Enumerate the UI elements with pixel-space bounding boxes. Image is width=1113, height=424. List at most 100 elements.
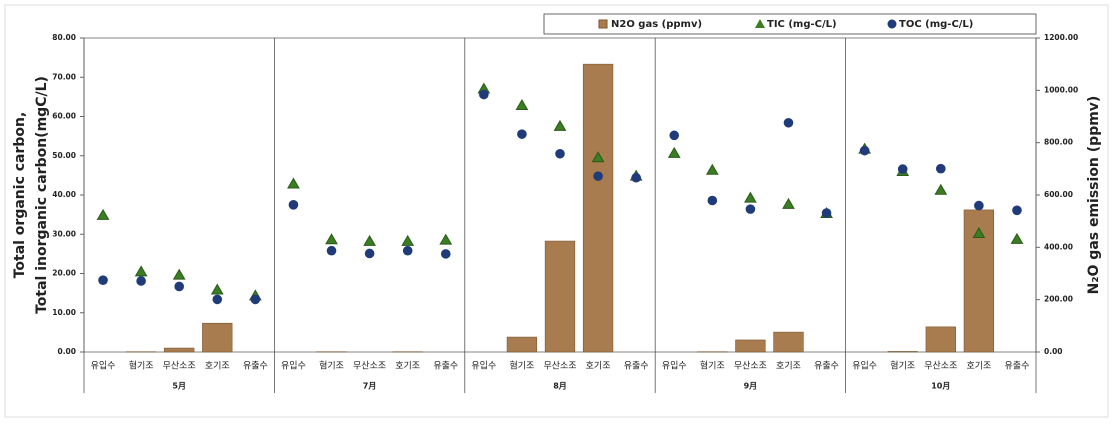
x-tick-label: 무산소조 <box>353 361 386 372</box>
y-axis-title: Total organic carbon, <box>12 112 28 279</box>
x-tick-label: 무산소조 <box>924 361 957 372</box>
triangle-marker <box>210 283 224 295</box>
y-tick-label: 70.00 <box>52 72 76 81</box>
circle-marker <box>98 275 108 285</box>
triangle-marker <box>1010 232 1024 244</box>
legend-label: TIC (mg-C/L) <box>767 19 837 30</box>
triangle-marker <box>553 119 567 131</box>
legend-swatch <box>598 19 608 29</box>
x-tick-label: 혐기조 <box>890 361 915 372</box>
x-tick-label: 호기조 <box>586 361 611 372</box>
legend-label: N2O gas (ppmv) <box>611 19 702 30</box>
y2-tick-label: 200.00 <box>1044 295 1073 304</box>
circle-marker <box>669 130 680 141</box>
x-tick-label: 혐기조 <box>700 361 725 372</box>
group-label: 9月 <box>744 382 758 391</box>
triangle-marker <box>325 233 338 245</box>
x-tick-label: 무산소조 <box>163 361 196 372</box>
circle-marker <box>440 249 451 259</box>
y2-axis-title: N₂O gas emission (ppmv) <box>1086 96 1102 295</box>
y2-tick-label: 600.00 <box>1044 190 1073 199</box>
y-tick-label: 20.00 <box>52 269 76 278</box>
triangle-marker <box>287 177 300 189</box>
legend <box>543 13 1037 35</box>
circle-marker <box>707 195 718 206</box>
x-tick-label: 호기조 <box>205 361 230 372</box>
y-axis-title: Total inorganic carbon(mgC/L) <box>34 76 50 314</box>
x-tick-label: 유입수 <box>852 360 877 372</box>
circle-marker <box>402 245 413 256</box>
frame <box>4 4 1109 418</box>
circle-marker <box>517 129 527 139</box>
triangle-marker <box>972 226 986 238</box>
y-tick-label: 80.00 <box>52 33 76 42</box>
y-tick-label: 30.00 <box>52 229 76 238</box>
circle-marker <box>174 281 184 292</box>
legend-swatch <box>887 19 897 29</box>
circle-marker <box>821 208 832 218</box>
circle-marker <box>859 145 870 156</box>
group-label: 8月 <box>553 382 567 391</box>
triangle-marker <box>705 163 719 175</box>
triangle-marker <box>363 234 376 246</box>
group-label: 7月 <box>363 382 377 391</box>
y2-tick-label: 1000.00 <box>1044 85 1078 94</box>
triangle-marker <box>439 233 453 245</box>
circle-marker <box>136 276 146 286</box>
triangle-marker <box>744 191 757 203</box>
legend-swatch <box>755 19 765 28</box>
triangle-marker <box>934 183 948 195</box>
y-tick-label: 0.00 <box>57 347 76 356</box>
y-tick-label: 50.00 <box>52 151 76 160</box>
x-tick-label: 유출수 <box>624 361 649 372</box>
x-tick-label: 유출수 <box>814 361 839 372</box>
circle-marker <box>250 294 261 305</box>
circle-marker <box>555 148 565 159</box>
circle-marker <box>479 89 489 100</box>
y2-tick-label: 400.00 <box>1044 242 1073 251</box>
x-tick-label: 혐기조 <box>509 361 534 372</box>
triangle-marker <box>591 151 605 163</box>
x-tick-label: 호기조 <box>776 361 801 372</box>
x-tick-label: 혐기조 <box>129 361 154 372</box>
circle-marker <box>783 117 794 128</box>
bar <box>735 339 766 353</box>
circle-marker <box>593 171 603 181</box>
group-label: 5月 <box>172 382 186 391</box>
triangle-marker <box>134 265 148 277</box>
y-tick-label: 40.00 <box>52 190 76 199</box>
circle-marker <box>212 294 223 305</box>
circle-marker <box>631 172 641 183</box>
triangle-marker <box>515 99 529 111</box>
x-tick-label: 무산소조 <box>734 361 767 372</box>
triangle-marker <box>667 146 681 158</box>
x-tick-label: 호기조 <box>395 361 420 372</box>
circle-marker <box>897 164 908 174</box>
x-tick-label: 유입수 <box>471 360 496 372</box>
triangle-marker <box>401 234 415 246</box>
x-tick-label: 유입수 <box>281 360 306 372</box>
triangle-marker <box>96 208 110 220</box>
x-tick-label: 무산소조 <box>543 361 576 372</box>
group-label: 10月 <box>931 382 950 391</box>
bar <box>164 347 195 353</box>
circle-marker <box>936 163 946 174</box>
bar <box>925 326 956 353</box>
bar <box>506 336 538 353</box>
bar <box>887 351 918 353</box>
circle-marker <box>326 245 337 256</box>
legend-label: TOC (mg-C/L) <box>899 19 973 30</box>
circle-marker <box>288 200 299 210</box>
circle-marker <box>745 204 756 214</box>
y2-tick-label: 800.00 <box>1044 138 1073 147</box>
bar <box>202 322 233 353</box>
circle-marker <box>1012 205 1022 216</box>
circle-marker <box>974 200 984 211</box>
circle-marker <box>364 248 375 259</box>
bar <box>582 63 614 353</box>
triangle-marker <box>782 197 795 209</box>
x-tick-label: 유출수 <box>243 361 268 372</box>
bar <box>773 331 804 353</box>
x-tick-label: 유입수 <box>91 360 116 372</box>
